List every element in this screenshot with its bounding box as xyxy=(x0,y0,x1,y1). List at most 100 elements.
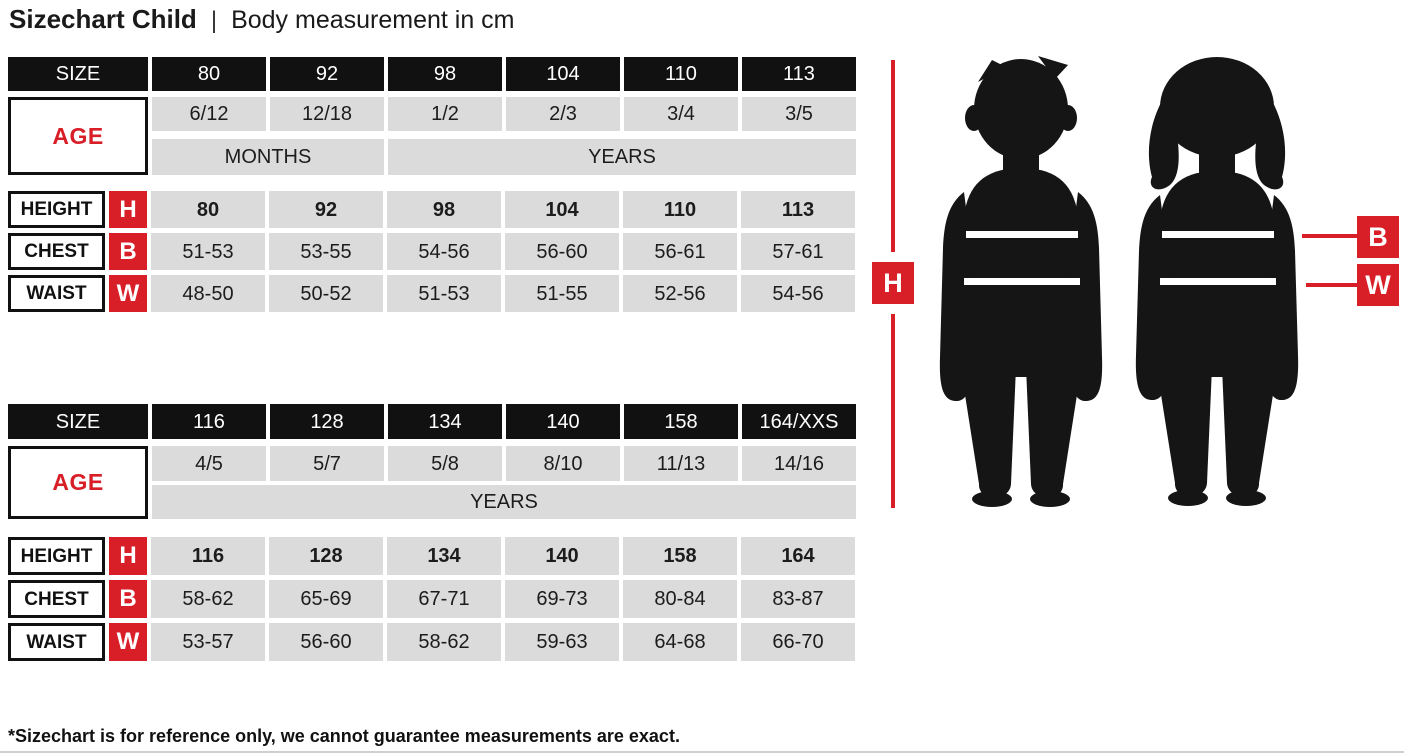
size-header-label: SIZE xyxy=(8,57,148,91)
age-value: 3/4 xyxy=(624,97,738,131)
height-value: 104 xyxy=(505,191,619,228)
chest-value: 56-60 xyxy=(505,233,619,270)
chest-row: CHEST B 58-62 65-69 67-71 69-73 80-84 83… xyxy=(8,580,856,618)
age-unit-months: MONTHS xyxy=(152,139,384,175)
size-value: 128 xyxy=(270,404,384,439)
age-value: 11/13 xyxy=(624,446,738,481)
disclaimer-footnote: *Sizechart is for reference only, we can… xyxy=(8,726,680,746)
waist-badge: W xyxy=(109,623,147,661)
chest-badge: B xyxy=(109,233,147,270)
size-value: 116 xyxy=(152,404,266,439)
height-measure-badge: H xyxy=(872,262,914,304)
age-value: 3/5 xyxy=(742,97,856,131)
height-value: 113 xyxy=(741,191,855,228)
waist-pointer-line xyxy=(1306,283,1357,287)
chest-badge: B xyxy=(109,580,147,618)
chest-value: 57-61 xyxy=(741,233,855,270)
age-value: 5/8 xyxy=(388,446,502,481)
size-table-infant: SIZE 80 92 98 104 110 113 AGE 6/12 12/18… xyxy=(8,57,856,317)
title-main: Sizechart Child xyxy=(9,4,197,34)
size-value: 164/XXS xyxy=(742,404,856,439)
waist-value: 66-70 xyxy=(741,623,855,661)
boy-silhouette xyxy=(939,56,1103,507)
size-value: 104 xyxy=(506,57,620,91)
size-value: 134 xyxy=(388,404,502,439)
chest-label: CHEST xyxy=(8,233,105,270)
bottom-divider xyxy=(0,751,1404,753)
age-value: 2/3 xyxy=(506,97,620,131)
height-value: 140 xyxy=(505,537,619,575)
waist-value: 51-53 xyxy=(387,275,501,312)
waist-row: WAIST W 53-57 56-60 58-62 59-63 64-68 66… xyxy=(8,623,856,661)
height-value: 80 xyxy=(151,191,265,228)
waist-value: 56-60 xyxy=(269,623,383,661)
chest-value: 56-61 xyxy=(623,233,737,270)
waist-value: 48-50 xyxy=(151,275,265,312)
size-value: 80 xyxy=(152,57,266,91)
size-header-row: SIZE 116 128 134 140 158 164/XXS xyxy=(8,404,856,439)
height-badge: H xyxy=(109,191,147,228)
height-value: 164 xyxy=(741,537,855,575)
height-value: 158 xyxy=(623,537,737,575)
height-value: 98 xyxy=(387,191,501,228)
chest-value: 51-53 xyxy=(151,233,265,270)
size-header-label: SIZE xyxy=(8,404,148,439)
girl-silhouette xyxy=(1135,57,1299,506)
age-value: 8/10 xyxy=(506,446,620,481)
age-value: 1/2 xyxy=(388,97,502,131)
chest-value: 69-73 xyxy=(505,580,619,618)
age-section: AGE 4/5 5/7 5/8 8/10 11/13 14/16 YEARS xyxy=(8,446,856,519)
waist-value: 59-63 xyxy=(505,623,619,661)
size-value: 158 xyxy=(624,404,738,439)
chest-value: 80-84 xyxy=(623,580,737,618)
title-separator: | xyxy=(210,7,218,34)
size-value: 110 xyxy=(624,57,738,91)
waist-value: 58-62 xyxy=(387,623,501,661)
size-header-row: SIZE 80 92 98 104 110 113 xyxy=(8,57,856,91)
size-value: 98 xyxy=(388,57,502,91)
height-value: 116 xyxy=(151,537,265,575)
title-subtitle: Body measurement in cm xyxy=(231,6,515,34)
waist-value: 50-52 xyxy=(269,275,383,312)
height-badge: H xyxy=(109,537,147,575)
age-value: 12/18 xyxy=(270,97,384,131)
waist-label: WAIST xyxy=(8,623,105,661)
height-value: 128 xyxy=(269,537,383,575)
age-label-box: AGE xyxy=(8,446,148,519)
size-value: 140 xyxy=(506,404,620,439)
waist-value: 54-56 xyxy=(741,275,855,312)
chest-value: 67-71 xyxy=(387,580,501,618)
waist-measure-badge: W xyxy=(1357,264,1399,306)
size-value: 92 xyxy=(270,57,384,91)
height-label: HEIGHT xyxy=(8,191,105,228)
age-value: 5/7 xyxy=(270,446,384,481)
age-unit-years: YEARS xyxy=(152,485,856,519)
age-value: 14/16 xyxy=(742,446,856,481)
height-measure-line-upper xyxy=(891,60,895,252)
waist-value: 51-55 xyxy=(505,275,619,312)
height-value: 134 xyxy=(387,537,501,575)
age-value: 4/5 xyxy=(152,446,266,481)
waist-value: 53-57 xyxy=(151,623,265,661)
page-title: Sizechart Child | Body measurement in cm xyxy=(9,4,515,35)
age-label-box: AGE xyxy=(8,97,148,175)
waist-value: 64-68 xyxy=(623,623,737,661)
size-table-child: SIZE 116 128 134 140 158 164/XXS AGE 4/5… xyxy=(8,404,856,666)
height-label: HEIGHT xyxy=(8,537,105,575)
bust-pointer-line xyxy=(1302,234,1357,238)
chest-label: CHEST xyxy=(8,580,105,618)
chest-row: CHEST B 51-53 53-55 54-56 56-60 56-61 57… xyxy=(8,233,856,270)
height-row: HEIGHT H 116 128 134 140 158 164 xyxy=(8,537,856,575)
chest-value: 65-69 xyxy=(269,580,383,618)
waist-badge: W xyxy=(109,275,147,312)
age-value: 6/12 xyxy=(152,97,266,131)
height-value: 92 xyxy=(269,191,383,228)
chest-value: 83-87 xyxy=(741,580,855,618)
size-value: 113 xyxy=(742,57,856,91)
height-measure-line-lower xyxy=(891,314,895,508)
waist-label: WAIST xyxy=(8,275,105,312)
height-value: 110 xyxy=(623,191,737,228)
height-row: HEIGHT H 80 92 98 104 110 113 xyxy=(8,191,856,228)
age-unit-years: YEARS xyxy=(388,139,856,175)
waist-row: WAIST W 48-50 50-52 51-53 51-55 52-56 54… xyxy=(8,275,856,312)
